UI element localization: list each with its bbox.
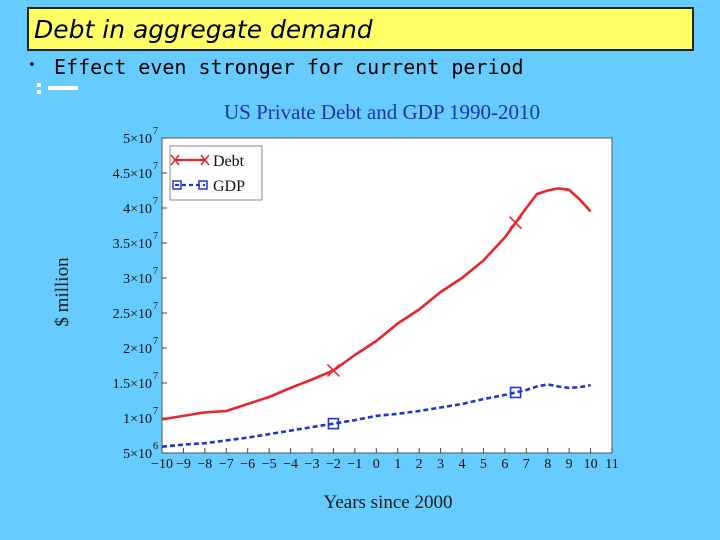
y-tick-label: 5×10 bbox=[123, 132, 152, 147]
y-tick-label: 1×10 bbox=[123, 412, 152, 427]
y-tick-label: 3×10 bbox=[123, 272, 152, 287]
y-tick-exponent: 7 bbox=[153, 126, 158, 137]
legend-box bbox=[169, 145, 263, 201]
y-tick-label: 3.5×10 bbox=[113, 237, 152, 252]
y-axis-ticks: 5×1061×1071.5×1072×1072.5×1073×1073.5×10… bbox=[113, 126, 167, 462]
y-tick-exponent: 7 bbox=[153, 336, 158, 347]
x-tick-label: 2 bbox=[416, 457, 423, 472]
y-tick-exponent: 7 bbox=[153, 161, 158, 172]
legend-gdp-label: GDP bbox=[213, 178, 245, 195]
y-tick-exponent: 7 bbox=[153, 266, 158, 277]
series-line-debt bbox=[161, 187, 592, 421]
x-tick-label: −7 bbox=[219, 457, 234, 472]
x-axis-ticks: −10 −9 −8 −7 −6 −5 −4 −3 −2 −1 0 1 2 3 4 5 6 7 8 9 10 11 bbox=[151, 448, 619, 472]
decoration-bar bbox=[48, 86, 78, 90]
y-tick-label: 2.5×10 bbox=[113, 307, 152, 322]
x-tick-label: −2 bbox=[326, 457, 341, 472]
y-tick-exponent: 7 bbox=[153, 406, 158, 417]
x-tick-label: 11 bbox=[605, 457, 618, 472]
legend: Debt GDP bbox=[169, 145, 263, 201]
slide-title-box: Debt in aggregate demand bbox=[27, 7, 694, 51]
series-line-gdp bbox=[161, 383, 591, 448]
legend-debt-label: Debt bbox=[213, 153, 245, 170]
x-tick-label: −5 bbox=[262, 457, 277, 472]
y-tick-label: 2×10 bbox=[123, 342, 152, 357]
y-tick-label: 5×10 bbox=[123, 447, 152, 462]
x-tick-label: 7 bbox=[523, 457, 530, 472]
y-tick-exponent: 7 bbox=[153, 301, 158, 312]
legend-gdp-marker bbox=[172, 180, 182, 190]
chart-title: US Private Debt and GDP 1990-2010 bbox=[224, 100, 540, 124]
gdp-marker bbox=[509, 386, 522, 399]
slide-title: Debt in aggregate demand bbox=[34, 15, 373, 44]
x-axis-label: Years since 2000 bbox=[324, 492, 453, 513]
x-tick-label: −3 bbox=[305, 457, 320, 472]
x-tick-label: 0 bbox=[373, 457, 380, 472]
x-tick-label: −6 bbox=[240, 457, 255, 472]
y-tick-exponent: 6 bbox=[153, 441, 158, 452]
y-tick-label: 1.5×10 bbox=[113, 377, 152, 392]
x-tick-label: 4 bbox=[459, 457, 466, 472]
debt-marker bbox=[509, 216, 523, 230]
x-tick-label: 5 bbox=[480, 457, 487, 472]
y-tick-label: 4×10 bbox=[123, 202, 152, 217]
x-tick-label: 9 bbox=[566, 457, 573, 472]
bullet-text: Effect even stronger for current period bbox=[54, 55, 524, 79]
bullet-point: • bbox=[28, 58, 36, 73]
decoration-dot bbox=[37, 83, 41, 87]
x-tick-label: −10 bbox=[151, 457, 173, 472]
x-tick-label: −4 bbox=[283, 457, 298, 472]
x-tick-label: −8 bbox=[197, 457, 212, 472]
x-tick-label: 10 bbox=[584, 457, 598, 472]
x-tick-label: −9 bbox=[176, 457, 191, 472]
x-tick-label: 6 bbox=[501, 457, 508, 472]
y-tick-exponent: 7 bbox=[153, 196, 158, 207]
x-tick-label: −1 bbox=[347, 457, 362, 472]
legend-debt-marker bbox=[170, 154, 210, 166]
legend-gdp-marker bbox=[198, 180, 208, 190]
debt-marker bbox=[326, 363, 340, 377]
y-axis-label: $ million bbox=[52, 257, 73, 327]
x-tick-label: 1 bbox=[394, 457, 401, 472]
decoration-dot bbox=[37, 90, 41, 94]
y-tick-exponent: 7 bbox=[153, 371, 158, 382]
y-tick-label: 4.5×10 bbox=[113, 167, 152, 182]
x-tick-label: 8 bbox=[544, 457, 551, 472]
series-group bbox=[161, 187, 592, 448]
x-tick-label: 3 bbox=[437, 457, 444, 472]
y-tick-exponent: 7 bbox=[153, 231, 158, 242]
gdp-marker bbox=[327, 417, 340, 430]
